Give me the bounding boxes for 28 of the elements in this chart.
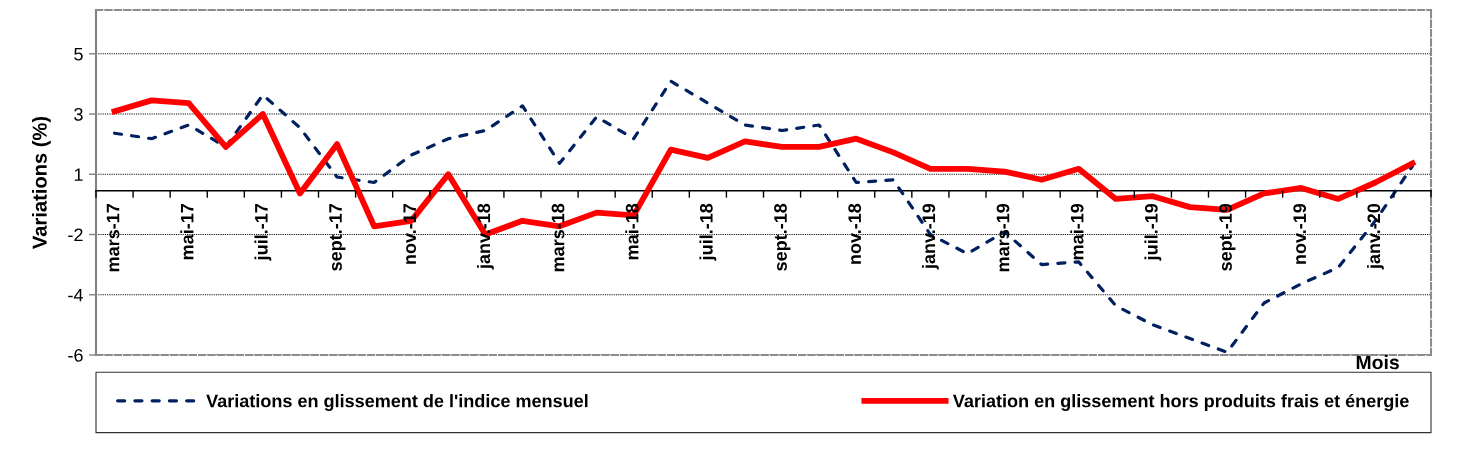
x-tick-label: janv.-18	[476, 203, 494, 270]
x-tick-label: mai-19	[1070, 203, 1084, 260]
x-tick-label: juil.-18	[699, 203, 717, 261]
x-tick-label: nov.-17	[403, 204, 417, 264]
x-tick-label: mars-17	[106, 204, 120, 272]
y-tick-label: -6	[68, 348, 83, 362]
y-tick-label: -4	[68, 288, 83, 302]
x-tick-label: sept.-19	[1219, 203, 1236, 271]
x-tick-label: janv.-20	[1366, 203, 1384, 270]
y-tick-label: 5	[74, 47, 83, 61]
x-tick-label: nov.-19	[1293, 203, 1307, 264]
x-axis-title: Mois	[1356, 355, 1399, 370]
x-tick-label: mars-19	[996, 203, 1010, 272]
x-tick-label: janv.-19	[921, 203, 939, 270]
x-tick-label: nov.-18	[848, 203, 862, 264]
y-axis-title: Variations (%)	[32, 116, 51, 249]
legend-label: Variation en glissement hors produits frais et énergie	[952, 393, 1409, 411]
legend-label: Variations en glissement de l'indice mensuel	[206, 394, 588, 411]
x-tick-label: mai-17	[180, 204, 194, 260]
x-tick-label: sept.-18	[774, 203, 791, 271]
x-tick-label: mars-18	[551, 203, 565, 272]
x-tick-label: juil.-19	[1144, 203, 1162, 261]
y-tick-label: 3	[74, 107, 83, 121]
y-tick-label: -2	[68, 228, 83, 242]
x-tick-label: sept.-17	[329, 204, 346, 271]
y-tick-label: 1	[74, 168, 83, 181]
x-tick-label: juil.-17	[254, 204, 272, 261]
x-tick-label: mai-18	[625, 203, 639, 260]
